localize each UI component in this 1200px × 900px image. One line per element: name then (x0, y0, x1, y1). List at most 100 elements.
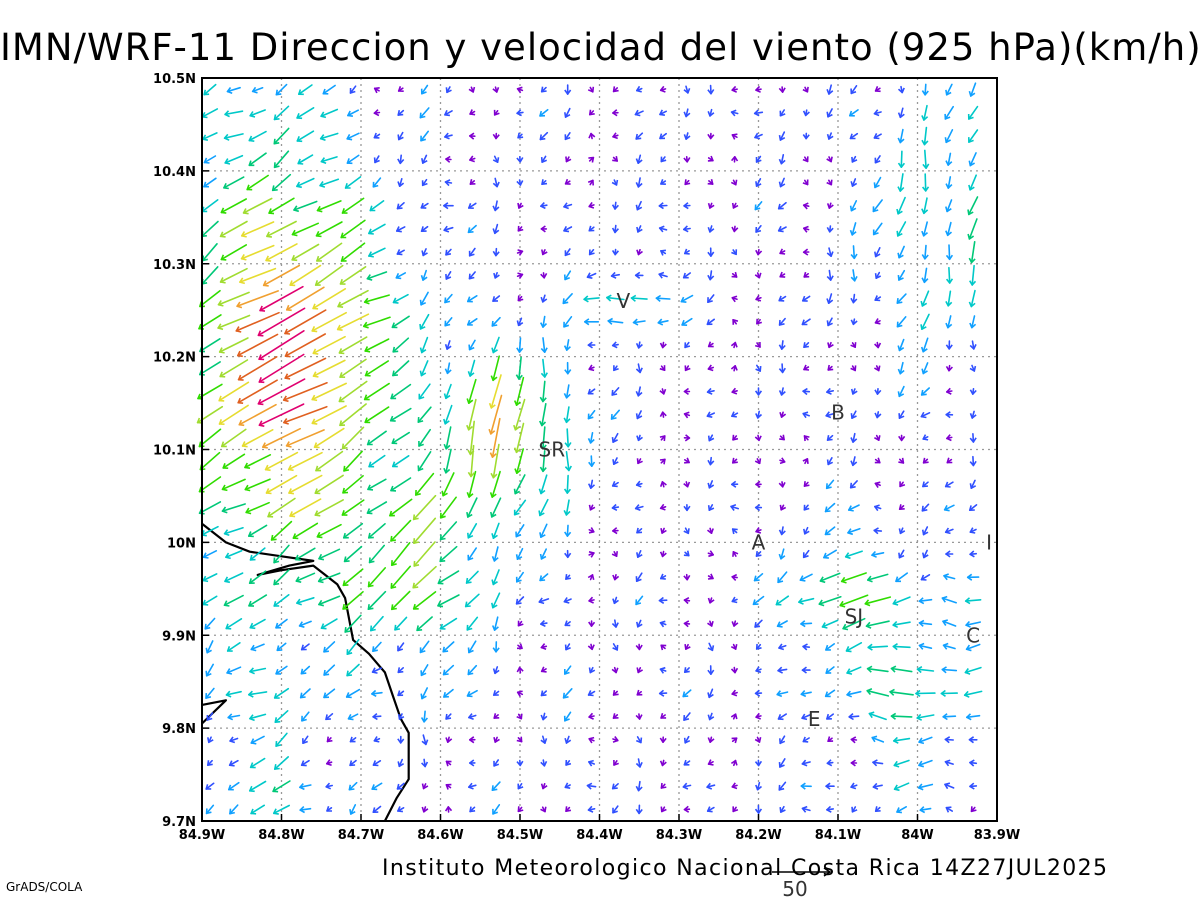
wind-arrow (349, 803, 357, 815)
wind-arrow (659, 388, 667, 395)
wind-arrow (469, 179, 476, 185)
wind-arrow (849, 480, 858, 489)
wind-arrow (322, 84, 336, 95)
wind-arrow (248, 524, 268, 538)
wind-arrow (897, 173, 905, 192)
wind-arrow (892, 736, 911, 744)
wind-arrow (778, 526, 786, 536)
wind-arrow (538, 498, 549, 517)
wind-arrow (896, 316, 907, 328)
wind-arrow (349, 736, 357, 743)
wind-arrow (239, 267, 277, 285)
wind-arrow (658, 225, 668, 233)
wind-arrow (273, 105, 290, 121)
wind-arrow (323, 688, 336, 699)
wind-arrow (563, 202, 573, 210)
wind-arrow (873, 176, 882, 189)
wind-arrow (755, 781, 763, 791)
wind-arrow (921, 126, 929, 146)
wind-arrow (539, 131, 549, 141)
wind-arrow (258, 353, 305, 384)
wind-arrow (202, 595, 218, 606)
wind-arrow (397, 690, 405, 697)
footer-credit: Instituto Meteorologico Nacional Costa R… (382, 856, 1109, 881)
wind-arrow (220, 244, 247, 261)
wind-arrow (437, 570, 460, 585)
wind-arrow (802, 411, 811, 419)
wind-arrow (755, 480, 762, 488)
wind-arrow (634, 109, 644, 117)
wind-arrow (207, 759, 213, 767)
wind-arrow (297, 154, 314, 165)
wind-arrow (199, 289, 221, 308)
wind-arrow (921, 267, 929, 284)
wind-arrow (300, 643, 310, 651)
wind-arrow (613, 759, 619, 766)
wind-arrow (801, 759, 811, 767)
wind-arrow (491, 546, 499, 562)
wind-arrow (466, 689, 478, 698)
wind-arrow (587, 341, 596, 349)
wind-arrow (564, 84, 572, 95)
wind-arrow (373, 109, 381, 117)
wind-arrow (683, 550, 690, 557)
wind-arrow (660, 712, 667, 719)
wind-arrow (439, 617, 458, 630)
wind-arrow (753, 109, 764, 117)
wind-arrow (919, 806, 932, 814)
lat-tick-label: 9.7N (162, 815, 196, 830)
wind-arrow (588, 109, 595, 116)
wind-arrow (803, 341, 810, 349)
wind-arrow (779, 457, 786, 465)
wind-arrow (707, 620, 714, 627)
wind-arrow (893, 759, 910, 768)
wind-arrow (540, 759, 548, 767)
wind-arrow (659, 365, 666, 372)
wind-arrow (683, 503, 691, 512)
wind-arrow (275, 618, 288, 629)
wind-arrow (397, 86, 404, 92)
wind-arrow (826, 156, 833, 163)
wind-arrow (922, 549, 929, 559)
wind-arrow (826, 132, 834, 140)
wind-arrow (493, 713, 500, 719)
wind-arrow (706, 806, 715, 813)
wind-arrow (778, 548, 786, 560)
wind-arrow (944, 527, 954, 535)
wind-arrow (316, 242, 343, 262)
lat-tick-label: 10.2N (153, 351, 196, 366)
wind-arrow (341, 499, 365, 516)
wind-arrow (397, 758, 405, 768)
place-label: A (752, 530, 766, 554)
wind-arrow (874, 271, 882, 280)
wind-arrow (800, 782, 812, 790)
wind-arrow (732, 550, 739, 557)
lat-tick-label: 9.8N (162, 722, 196, 737)
wind-arrow (444, 340, 452, 350)
wind-arrow (965, 643, 981, 652)
wind-arrow (363, 382, 390, 401)
wind-arrow (563, 597, 572, 604)
wind-arrow (490, 497, 502, 518)
wind-arrow (587, 479, 596, 490)
wind-arrow (682, 782, 692, 790)
wind-arrow (943, 573, 956, 581)
wind-arrow (413, 541, 436, 567)
wind-arrow (222, 453, 246, 469)
wind-arrow (517, 643, 523, 650)
wind-arrow (825, 782, 835, 790)
wind-arrow (874, 504, 882, 512)
wind-arrow (588, 225, 595, 232)
wind-arrow (241, 428, 274, 448)
wind-arrow (803, 435, 810, 442)
wind-arrow (730, 759, 738, 767)
wind-arrow (945, 315, 953, 329)
wind-arrow (469, 155, 476, 163)
wind-arrow (941, 666, 958, 674)
wind-arrow (707, 504, 715, 512)
reference-vector-label: 50 (782, 877, 807, 900)
wind-arrow (818, 595, 842, 607)
wind-arrow (866, 665, 889, 673)
lon-tick-label: 84.1W (815, 828, 861, 843)
